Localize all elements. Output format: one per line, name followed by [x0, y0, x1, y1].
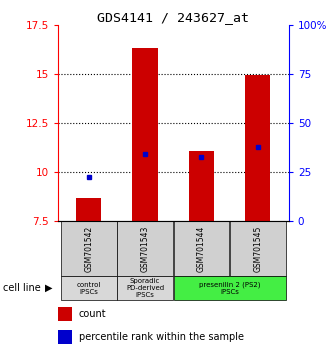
Text: Sporadic
PD-derived
iPSCs: Sporadic PD-derived iPSCs — [126, 278, 164, 298]
Bar — [61, 221, 116, 276]
Bar — [245, 75, 271, 221]
Bar — [230, 221, 286, 276]
Text: GSM701543: GSM701543 — [141, 225, 149, 272]
Text: presenilin 2 (PS2)
iPSCs: presenilin 2 (PS2) iPSCs — [199, 281, 260, 295]
Text: GSM701542: GSM701542 — [84, 226, 93, 272]
Text: control
IPSCs: control IPSCs — [77, 282, 101, 295]
Text: percentile rank within the sample: percentile rank within the sample — [79, 332, 244, 342]
Text: count: count — [79, 309, 106, 319]
Text: GSM701545: GSM701545 — [253, 225, 262, 272]
Bar — [132, 48, 158, 221]
Bar — [76, 198, 101, 221]
Bar — [61, 276, 116, 300]
Title: GDS4141 / 243627_at: GDS4141 / 243627_at — [97, 11, 249, 24]
Bar — [58, 307, 72, 321]
Bar — [174, 221, 229, 276]
Bar — [189, 150, 214, 221]
Bar — [117, 221, 173, 276]
Text: ▶: ▶ — [45, 283, 52, 293]
Bar — [58, 330, 72, 344]
Text: GSM701544: GSM701544 — [197, 225, 206, 272]
Bar — [174, 276, 286, 300]
Text: cell line: cell line — [3, 283, 41, 293]
Bar — [117, 276, 173, 300]
